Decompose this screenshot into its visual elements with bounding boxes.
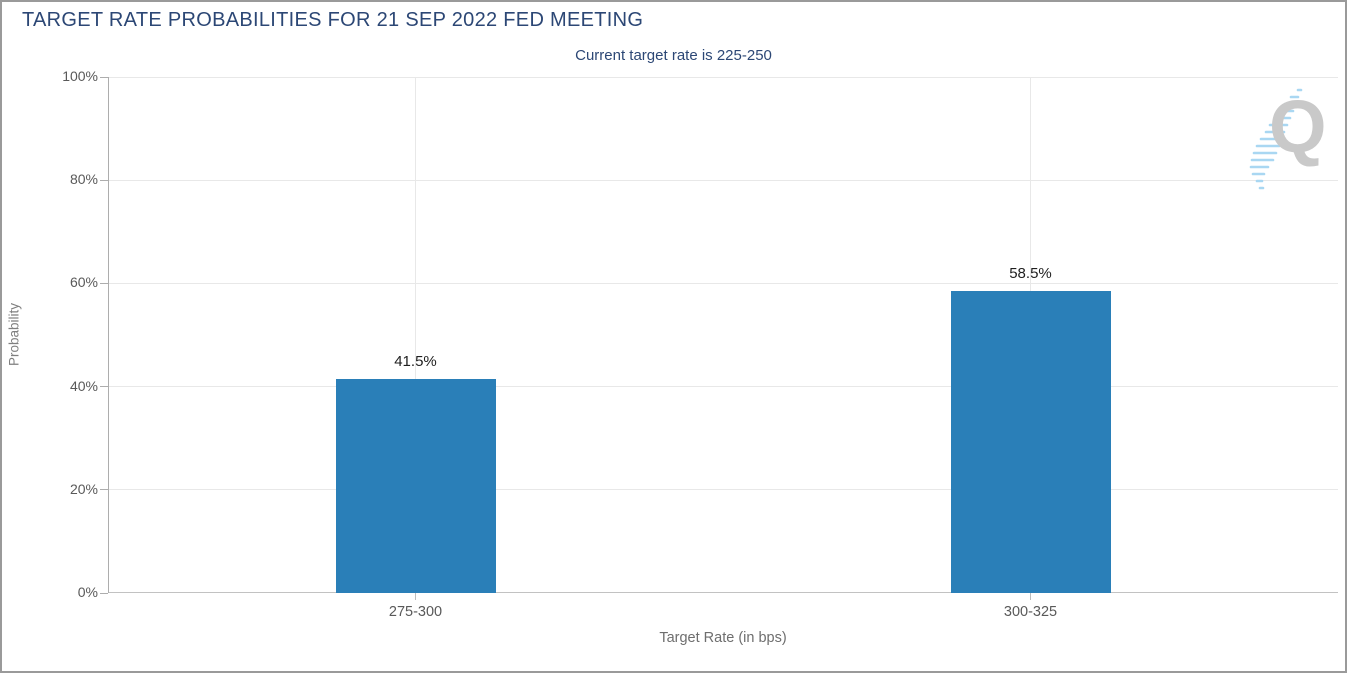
y-axis-title: Probability [6, 302, 22, 367]
y-axis-line [108, 77, 109, 593]
v-gridline [415, 77, 416, 593]
h-gridline [108, 76, 1338, 78]
bar[interactable] [950, 291, 1111, 593]
watermark-logo: Q [1242, 80, 1342, 198]
x-tick [415, 593, 416, 600]
y-tick-label: 0% [77, 584, 98, 600]
y-tick [100, 76, 108, 78]
y-tick [100, 592, 108, 594]
h-gridline [108, 282, 1338, 284]
x-tick-label: 300-325 [1003, 604, 1058, 620]
y-tick [100, 282, 108, 284]
h-gridline [108, 489, 1338, 491]
x-axis-title: Target Rate (in bps) [659, 630, 787, 646]
bar-value-label: 58.5% [1009, 265, 1052, 283]
h-gridline [108, 179, 1338, 181]
y-tick-label: 20% [69, 480, 98, 497]
plot-area: 0% 20% 40% 60% 80% 100% 41.5% 275-300 58.5% 300-3… [62, 68, 1338, 620]
y-tick-label: 100% [62, 68, 98, 84]
x-tick-label: 275-300 [388, 604, 443, 620]
y-tick-label: 80% [69, 171, 98, 188]
x-tick [1030, 593, 1031, 600]
bar[interactable] [335, 378, 496, 593]
chart-subtitle: Current target rate is 225-250 [575, 47, 772, 64]
watermark-q-letter: Q [1269, 85, 1327, 168]
x-axis-line [108, 592, 1338, 593]
y-tick [100, 489, 108, 491]
y-tick [100, 179, 108, 181]
y-tick [100, 386, 108, 388]
chart-title: TARGET RATE PROBABILITIES FOR 21 SEP 202… [22, 9, 644, 31]
h-gridline [108, 386, 1338, 388]
bar-value-label: 41.5% [394, 352, 437, 370]
y-tick-label: 60% [69, 274, 98, 291]
watermark-stripes-icon [1249, 88, 1303, 190]
y-tick-label: 40% [69, 377, 98, 394]
